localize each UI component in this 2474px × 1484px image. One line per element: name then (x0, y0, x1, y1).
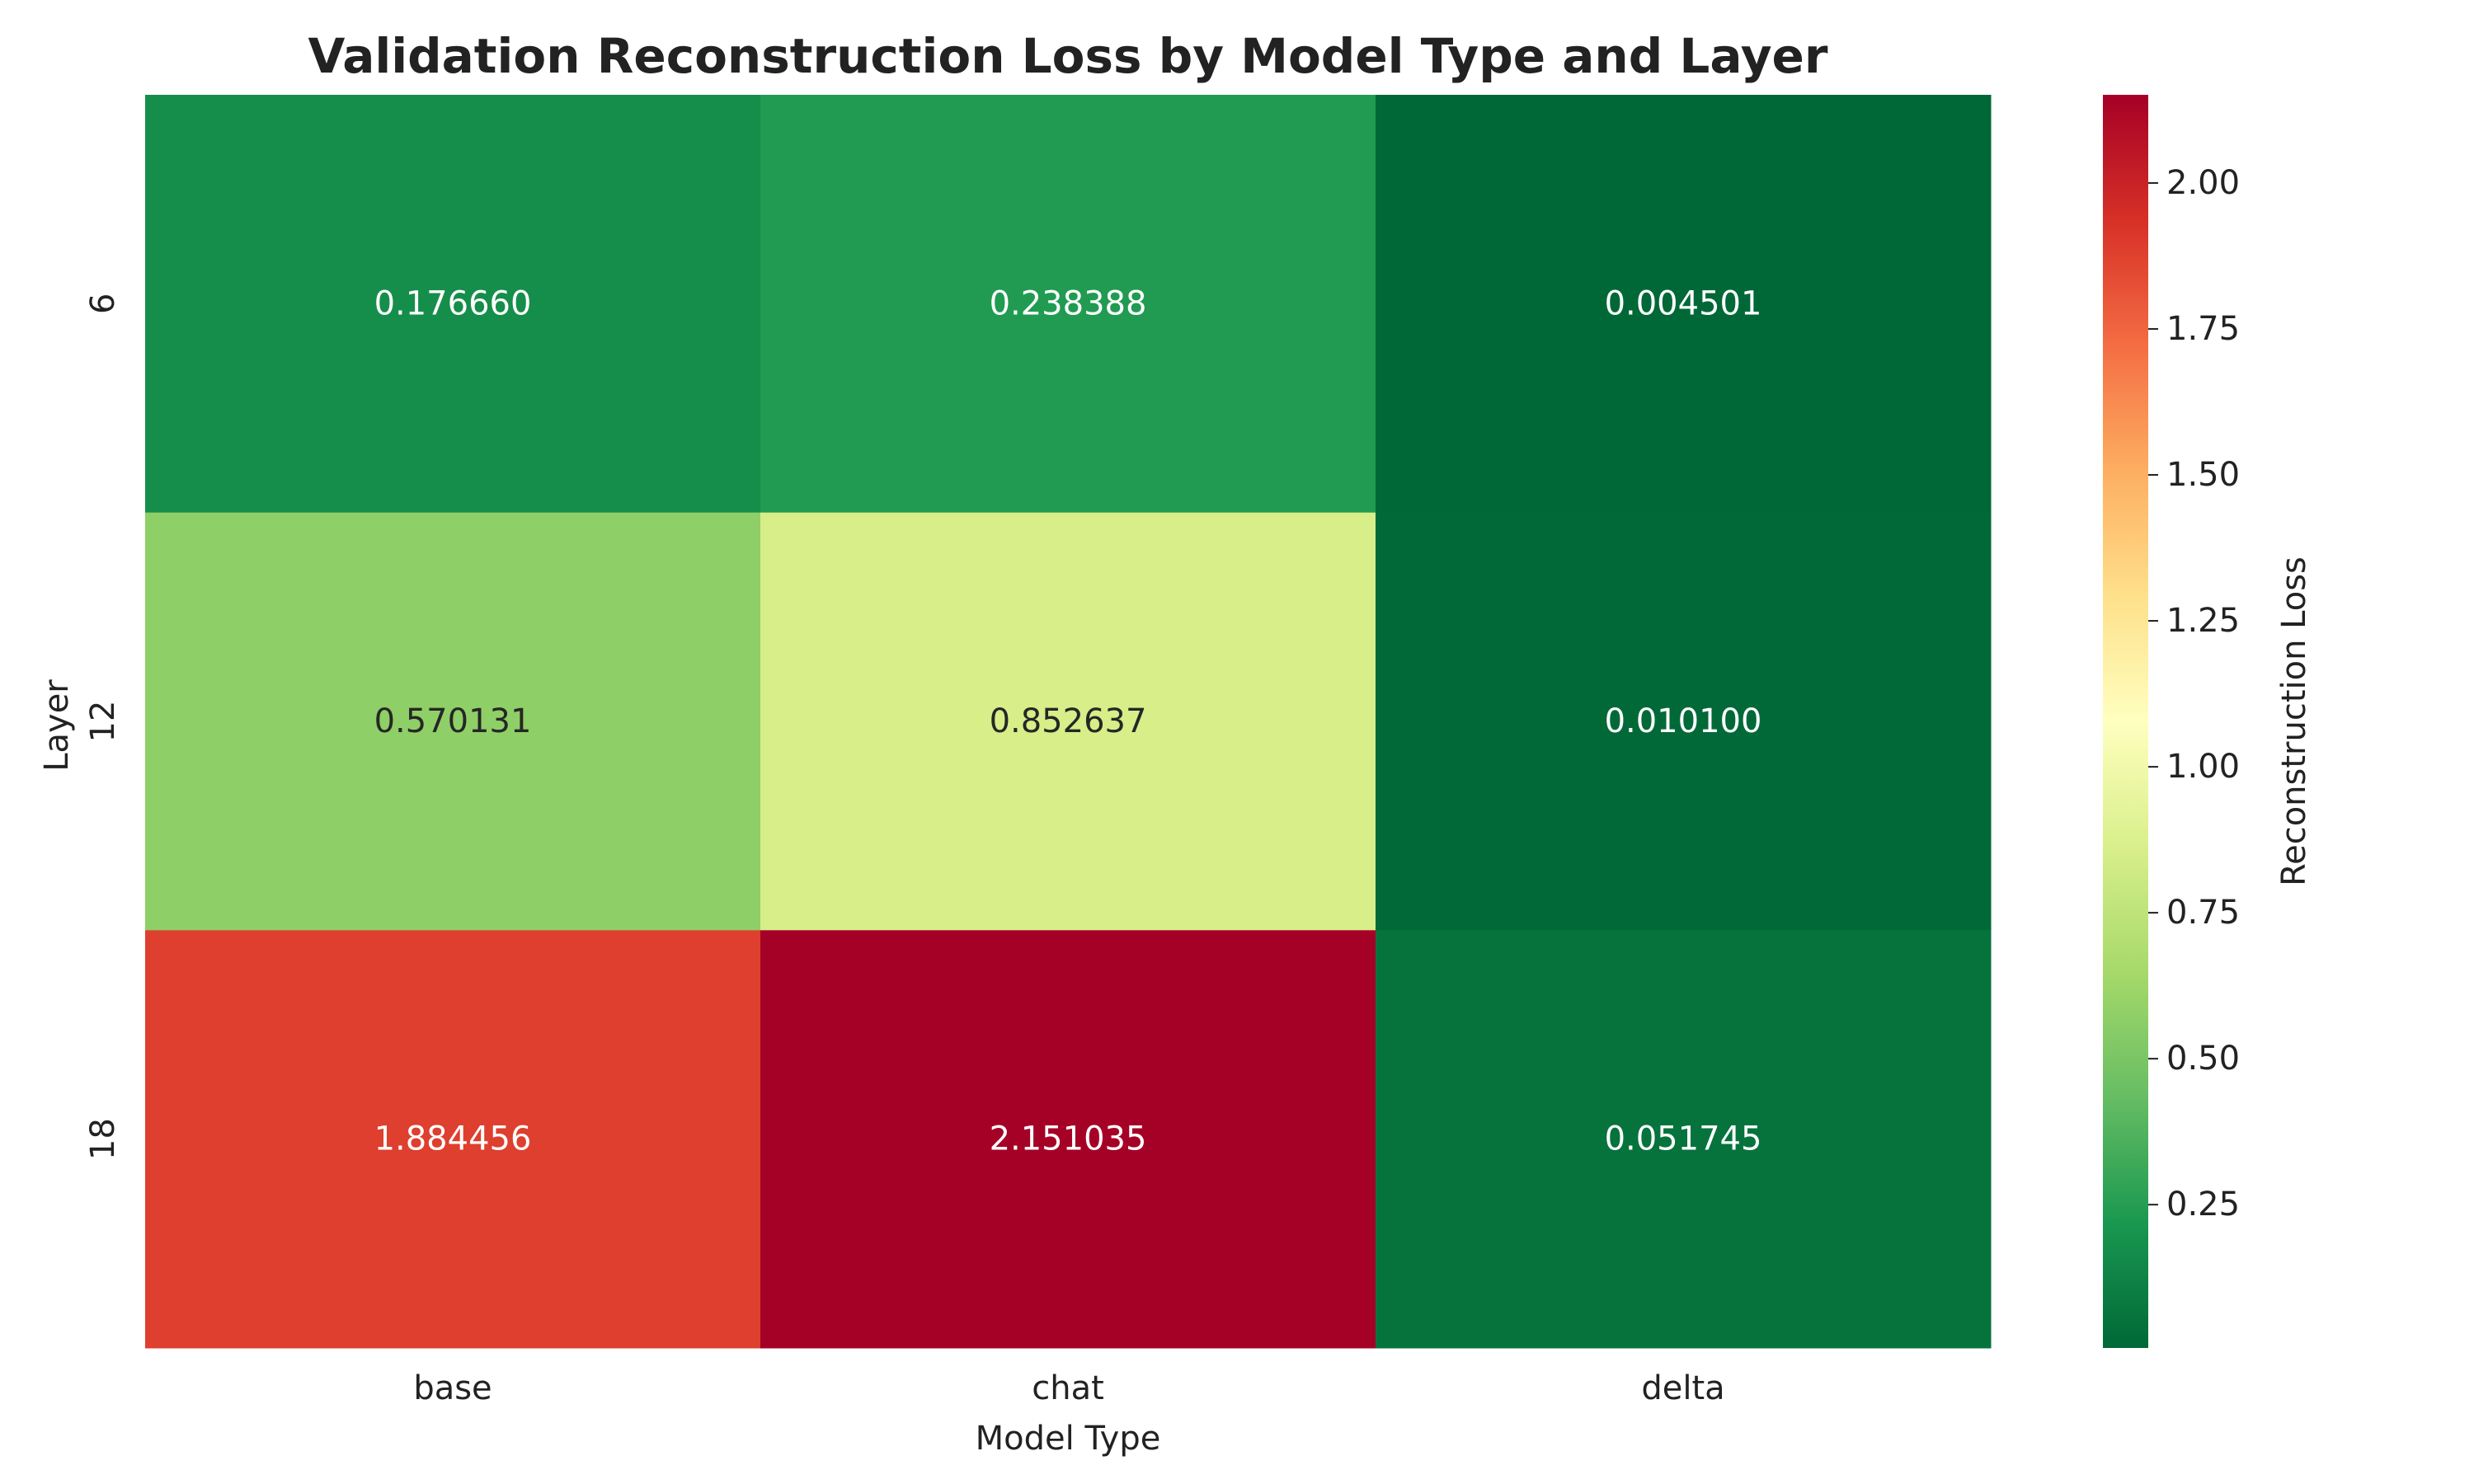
colorbar-gradient (2103, 95, 2148, 1348)
colorbar-ticks: 0.25 0.50 0.75 1.00 1.25 1.50 1.75 2.00 (2148, 164, 2240, 1223)
chart-title: Validation Reconstruction Loss by Model … (308, 28, 1828, 84)
y-tick-label: 12 (84, 701, 122, 743)
colorbar-tick-label: 2.00 (2166, 164, 2240, 202)
cell-value-label: 0.010100 (1605, 702, 1762, 740)
colorbar: 0.25 0.50 0.75 1.00 1.25 1.50 1.75 2.00 Reconst… (2103, 95, 2313, 1348)
colorbar-label: Reconstruction Loss (2275, 556, 2313, 886)
heatmap-cell (1376, 930, 1992, 1349)
colorbar-tick-label: 0.25 (2166, 1186, 2240, 1223)
heatmap-cell (145, 930, 761, 1349)
colorbar-tick-label: 1.75 (2166, 310, 2240, 348)
x-tick-label: delta (1641, 1369, 1724, 1407)
heatmap-cell (760, 930, 1376, 1349)
cell-value-label: 0.570131 (374, 702, 532, 740)
x-tick-label: chat (1032, 1369, 1104, 1407)
y-axis-label: Layer (38, 679, 76, 772)
heatmap-cell (760, 95, 1376, 514)
x-axis-label: Model Type (976, 1420, 1161, 1458)
heatmap-cell (145, 95, 761, 514)
cell-value-label: 2.151035 (990, 1120, 1147, 1158)
colorbar-tick-label: 1.25 (2166, 602, 2240, 640)
colorbar-tick-label: 1.50 (2166, 456, 2240, 494)
x-tick-label: base (413, 1369, 492, 1407)
colorbar-tick-label: 0.75 (2166, 894, 2240, 932)
cell-value-label: 0.238388 (990, 284, 1147, 322)
cell-value-label: 0.852637 (990, 702, 1147, 740)
y-tick-label: 18 (84, 1118, 122, 1160)
heatmap-cell (145, 512, 761, 931)
heatmap-cell (1376, 512, 1992, 931)
colorbar-tick-label: 0.50 (2166, 1040, 2240, 1078)
heatmap-cells: 0.176660 0.238388 0.004501 0.570131 0.852637… (145, 95, 1992, 1349)
cell-value-label: 0.004501 (1605, 284, 1762, 322)
cell-value-label: 0.051745 (1605, 1120, 1762, 1158)
y-axis-ticks: 6 12 18 (84, 294, 122, 1161)
cell-value-label: 0.176660 (374, 284, 532, 322)
heatmap-cell (760, 512, 1376, 931)
cell-value-label: 1.884456 (374, 1120, 532, 1158)
heatmap-cell (1376, 95, 1992, 514)
y-tick-label: 6 (84, 294, 122, 314)
colorbar-tick-label: 1.00 (2166, 748, 2240, 786)
x-axis-ticks: base chat delta (413, 1369, 1724, 1407)
